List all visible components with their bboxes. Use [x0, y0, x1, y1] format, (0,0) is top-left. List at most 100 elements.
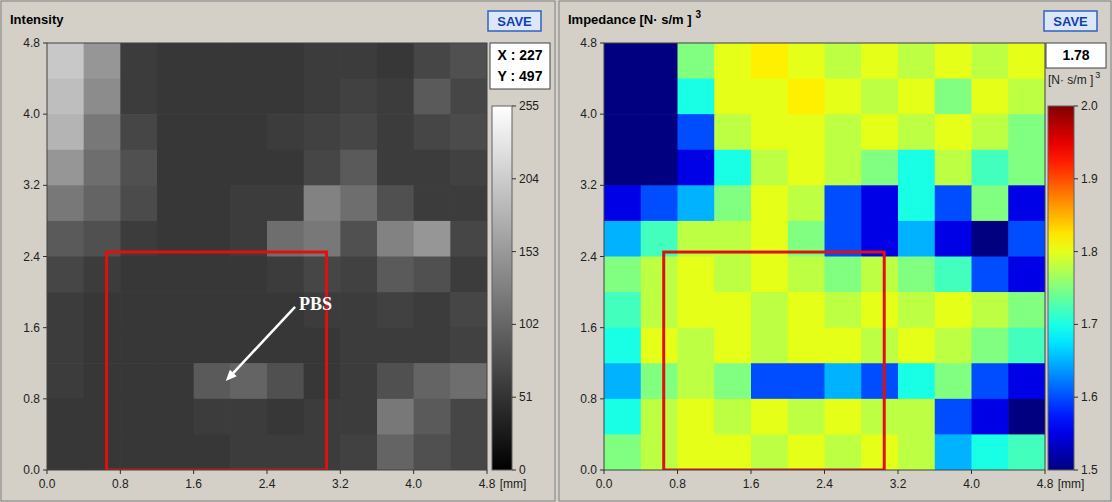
- heat-cell: [935, 292, 972, 328]
- heat-cell: [641, 434, 678, 470]
- colorbar: [492, 106, 512, 470]
- heat-cell: [788, 363, 825, 399]
- heat-cell: [230, 150, 267, 186]
- heat-cell: [230, 434, 267, 470]
- heat-cell: [84, 114, 121, 150]
- heat-cell: [47, 363, 84, 399]
- save-label[interactable]: SAVE: [497, 14, 532, 29]
- colorbar-tick-label: 1.9: [1081, 172, 1098, 186]
- heat-cell: [604, 434, 641, 470]
- colorbar-tick-label: 1.5: [1081, 463, 1098, 477]
- heat-cell: [825, 399, 862, 435]
- heat-cell: [678, 363, 715, 399]
- heat-cell: [641, 399, 678, 435]
- heat-cell: [230, 292, 267, 328]
- heat-cell: [84, 363, 121, 399]
- heat-cell: [340, 114, 377, 150]
- heat-cell: [935, 434, 972, 470]
- y-tick-label: 4.0: [580, 107, 597, 121]
- colorbar-tick: [512, 324, 516, 325]
- heat-cell: [861, 150, 898, 186]
- heat-cell: [47, 434, 84, 470]
- heat-cell: [751, 363, 788, 399]
- heat-cell: [788, 114, 825, 150]
- heat-cell: [120, 43, 157, 79]
- heat-cell: [377, 292, 414, 328]
- colorbar-tick: [1074, 106, 1078, 107]
- heat-cell: [1008, 257, 1045, 293]
- heat-cell: [267, 79, 304, 115]
- heat-cell: [714, 328, 751, 364]
- y-tick-label: 1.6: [580, 321, 597, 335]
- heat-cell: [267, 363, 304, 399]
- colorbar-tick: [1074, 324, 1078, 325]
- x-tick-label: 2.4: [259, 477, 276, 491]
- colorbar-tick-label: 102: [519, 317, 539, 331]
- heat-cell: [751, 434, 788, 470]
- readout-text: 1.78: [1062, 47, 1089, 63]
- readout-text: Y : 497: [498, 68, 543, 84]
- heat-cell: [230, 328, 267, 364]
- heat-cell: [604, 221, 641, 257]
- page: IntensitySAVEPBS0.00.81.62.43.24.04.8[mm…: [0, 0, 1112, 502]
- y-tick: [600, 470, 604, 471]
- heat-cell: [84, 43, 121, 79]
- y-tick: [600, 43, 604, 44]
- save-label[interactable]: SAVE: [1053, 14, 1088, 29]
- heat-cell: [788, 185, 825, 221]
- colorbar-tick-label: 1.6: [1081, 390, 1098, 404]
- heat-cell: [340, 185, 377, 221]
- heat-cell: [861, 399, 898, 435]
- x-tick-label: 3.2: [332, 477, 349, 491]
- heat-cell: [230, 79, 267, 115]
- heat-cell: [304, 434, 341, 470]
- heat-cell: [340, 257, 377, 293]
- heat-cell: [825, 328, 862, 364]
- heat-cell: [751, 185, 788, 221]
- heat-cell: [935, 221, 972, 257]
- y-tick: [600, 327, 604, 328]
- x-tick: [413, 470, 414, 474]
- heat-cell: [414, 292, 451, 328]
- heat-cell: [120, 292, 157, 328]
- unit-superscript: 3: [1095, 70, 1100, 80]
- heat-cell: [861, 328, 898, 364]
- heat-cell: [194, 292, 231, 328]
- y-tick: [43, 327, 47, 328]
- heat-cell: [47, 43, 84, 79]
- heat-cell: [304, 399, 341, 435]
- heat-cell: [414, 79, 451, 115]
- heat-cell: [340, 221, 377, 257]
- heat-cell: [267, 43, 304, 79]
- heat-cell: [751, 114, 788, 150]
- heat-cell: [194, 257, 231, 293]
- heat-cell: [788, 292, 825, 328]
- heat-cell: [267, 114, 304, 150]
- plot-frame: [47, 43, 487, 470]
- heat-cell: [678, 328, 715, 364]
- panel-frame: [559, 1, 1111, 501]
- panel-frame: [1, 1, 555, 501]
- y-tick-label: 3.2: [23, 178, 40, 192]
- heat-cell: [641, 185, 678, 221]
- heat-cell: [678, 257, 715, 293]
- heat-cell: [304, 114, 341, 150]
- save-button[interactable]: [488, 11, 541, 31]
- heat-cell: [641, 292, 678, 328]
- y-tick-label: 4.8: [580, 36, 597, 50]
- heat-cell: [678, 79, 715, 115]
- heat-cell: [861, 79, 898, 115]
- heat-cell: [194, 399, 231, 435]
- heat-cell: [935, 328, 972, 364]
- heat-cell: [861, 292, 898, 328]
- heat-cell: [898, 363, 935, 399]
- save-button[interactable]: [1044, 11, 1097, 31]
- y-tick: [600, 256, 604, 257]
- heat-cell: [230, 43, 267, 79]
- y-tick-label: 4.8: [23, 36, 40, 50]
- y-tick: [43, 185, 47, 186]
- colorbar-tick-label: 0: [519, 463, 526, 477]
- heat-cell: [377, 185, 414, 221]
- heat-cell: [450, 363, 487, 399]
- heat-cell: [714, 150, 751, 186]
